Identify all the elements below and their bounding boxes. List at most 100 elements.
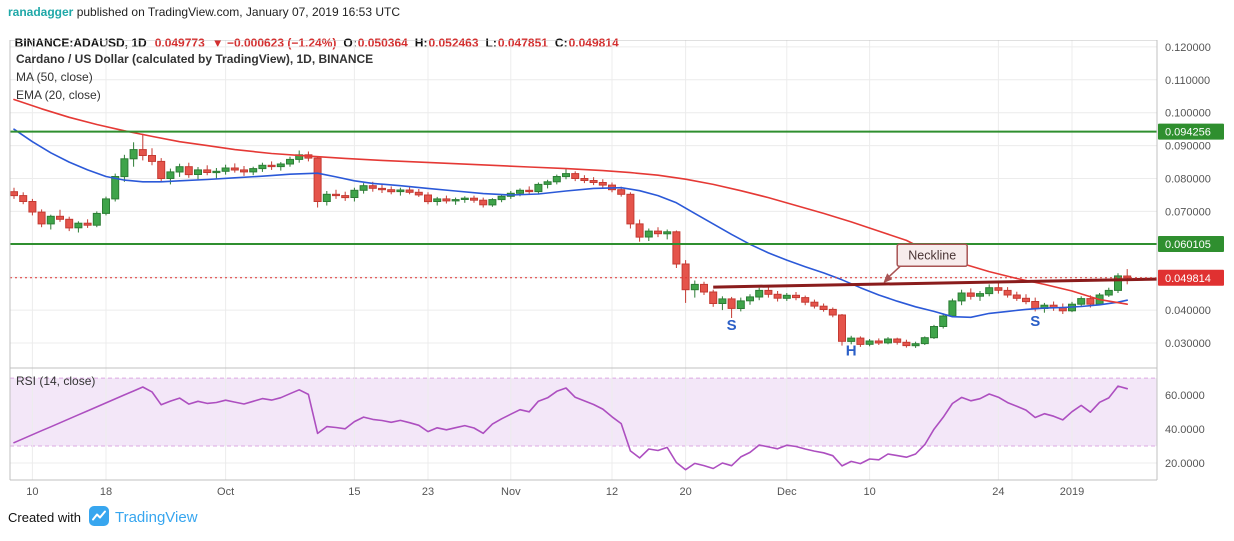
level-price-badge <box>1158 235 1224 252</box>
pattern-labels: S H S <box>727 313 1041 360</box>
candle <box>212 170 221 174</box>
drawings-layer <box>10 130 1158 289</box>
candle <box>663 231 672 235</box>
ema-legend[interactable]: EMA (20, close) <box>16 88 101 102</box>
neckline-callout[interactable]: Neckline <box>883 243 968 284</box>
candle <box>736 300 745 309</box>
candle <box>74 222 83 229</box>
candle <box>249 168 258 173</box>
candle <box>792 294 800 299</box>
price-tick-label: 0.070000 <box>1165 206 1211 218</box>
candle <box>138 149 147 156</box>
published-text: published on TradingView.com, January 07… <box>73 5 401 19</box>
time-tick-label: 23 <box>422 486 434 498</box>
candle <box>985 287 994 295</box>
candle <box>966 292 975 297</box>
candle <box>930 326 938 339</box>
candle <box>120 158 129 178</box>
time-tick-label: Nov <box>501 486 521 498</box>
candle <box>451 199 460 202</box>
candle <box>378 187 386 191</box>
candle <box>184 166 193 176</box>
pattern-label-s[interactable]: S <box>727 317 737 334</box>
neckline-trendline[interactable] <box>713 277 1158 289</box>
candle <box>700 283 708 293</box>
level-price-badge <box>1158 123 1224 140</box>
candle <box>166 171 175 179</box>
price-tick-label: 0.110000 <box>1165 75 1210 87</box>
username[interactable]: ranadagger <box>8 5 74 19</box>
callout-arrowhead <box>883 273 893 284</box>
candle <box>65 218 74 229</box>
candle <box>175 166 184 173</box>
candle <box>598 182 607 186</box>
vgrid-layer <box>31 40 1073 480</box>
candle <box>884 338 892 344</box>
created-with-text: Created with <box>8 510 81 525</box>
ma-legend[interactable]: MA (50, close) <box>16 70 93 84</box>
candle <box>396 189 405 193</box>
candle <box>690 283 699 291</box>
time-tick-label: 10 <box>863 486 875 498</box>
candle <box>221 167 230 172</box>
candle <box>37 211 46 225</box>
candle <box>902 341 911 347</box>
candle <box>920 337 929 345</box>
candle <box>194 169 202 175</box>
candle <box>1012 294 1021 299</box>
candle <box>102 198 110 214</box>
candle <box>479 199 488 206</box>
candle <box>286 158 294 165</box>
rsi-tick-label: 40.0000 <box>1165 424 1205 436</box>
candle <box>1077 298 1086 305</box>
candle <box>580 178 589 181</box>
candle <box>470 197 478 201</box>
callout-box[interactable] <box>896 243 968 268</box>
candle <box>19 195 28 203</box>
chart-canvas[interactable]: 0.120000 0.110000 0.100000 0.090000 0.080000… <box>0 40 1234 500</box>
chart-title[interactable]: Cardano / US Dollar (calculated by Tradi… <box>16 52 374 66</box>
candle <box>654 230 662 235</box>
candle <box>111 176 120 200</box>
low-label: L: <box>485 36 497 50</box>
time-tick-label: 18 <box>100 486 112 498</box>
rsi-band <box>10 377 1157 447</box>
candle <box>957 292 966 302</box>
candle <box>571 173 580 180</box>
price-tick-label: 0.030000 <box>1165 338 1211 350</box>
candle <box>359 185 368 191</box>
candle <box>552 176 561 183</box>
price-badges: 0.094256 0.060105 0.049814 <box>1158 123 1224 286</box>
time-tick-label: 24 <box>992 486 1004 498</box>
pattern-label-s[interactable]: S <box>1030 313 1040 330</box>
candle <box>847 337 856 342</box>
tradingview-brand-link[interactable]: TradingView <box>114 509 198 526</box>
candle <box>525 189 534 193</box>
candle <box>83 222 92 226</box>
pattern-label-h[interactable]: H <box>846 342 857 359</box>
candle <box>157 160 166 180</box>
candle <box>258 164 267 170</box>
candle <box>810 301 819 307</box>
candle <box>56 215 64 220</box>
candle <box>718 298 727 304</box>
level-price-badge-text: 0.060105 <box>1165 239 1211 251</box>
candle <box>28 201 37 213</box>
candle <box>1123 275 1132 279</box>
last-price-badge <box>1158 269 1224 286</box>
time-tick-label: 10 <box>26 486 38 498</box>
candle <box>746 296 754 302</box>
rsi-band-fill <box>10 378 1157 447</box>
candle <box>626 193 635 225</box>
candle <box>727 298 736 309</box>
rsi-legend[interactable]: RSI (14, close) <box>16 374 96 388</box>
candle <box>939 315 948 327</box>
tradingview-logo-icon[interactable] <box>88 506 109 529</box>
price-axis[interactable]: 0.120000 0.110000 0.100000 0.090000 0.080000… <box>1165 42 1211 470</box>
candle <box>562 173 570 178</box>
level-price-badge-text: 0.094256 <box>1165 127 1211 139</box>
candle <box>644 230 653 238</box>
time-axis[interactable]: 10 18 Oct 15 23 Nov 12 20 Dec 10 24 2019 <box>26 486 1084 498</box>
candle <box>543 181 552 185</box>
candle <box>755 289 764 298</box>
